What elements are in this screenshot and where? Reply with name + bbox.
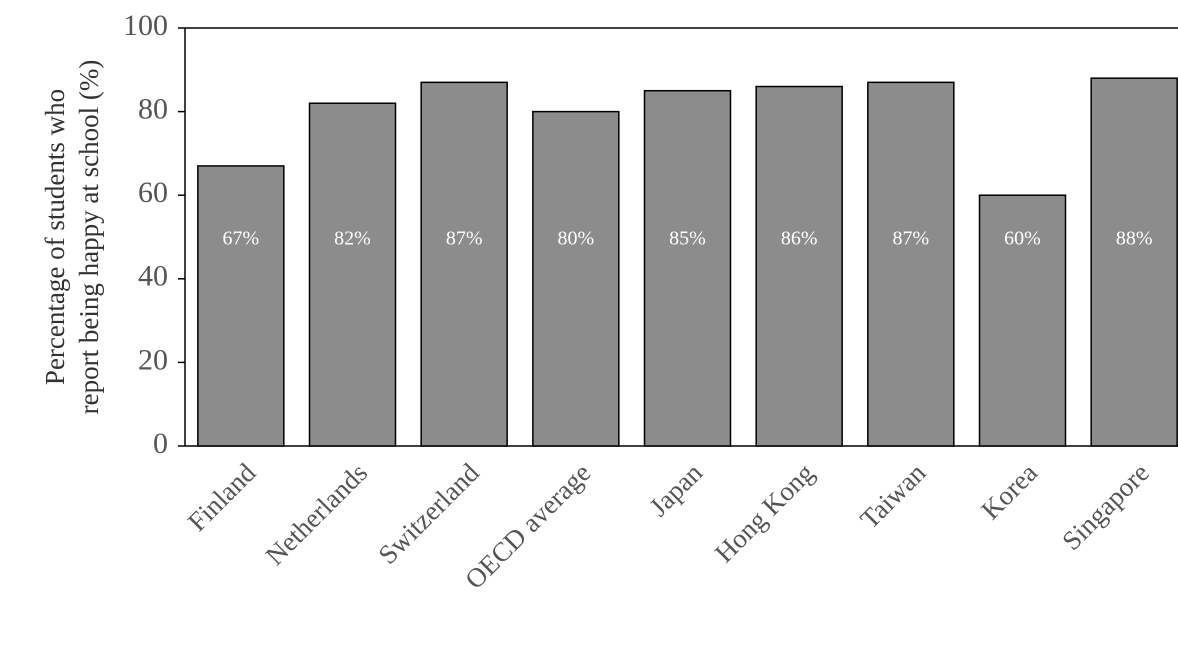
y-tick-label: 60 xyxy=(138,176,168,209)
bar xyxy=(420,81,508,447)
x-tick-label: Finland xyxy=(182,457,262,537)
bar xyxy=(308,102,397,447)
data-label: 88% xyxy=(1116,228,1153,250)
y-axis-title: Percentage of students who report being … xyxy=(40,60,104,415)
bar xyxy=(755,85,843,447)
data-label: 86% xyxy=(781,228,818,250)
y-tick-label: 100 xyxy=(123,9,168,42)
bar xyxy=(532,110,620,447)
x-tick-label: Japan xyxy=(643,457,708,522)
x-tick-label: Hong Kong xyxy=(709,457,820,568)
bar xyxy=(867,81,955,447)
data-label: 87% xyxy=(892,228,929,250)
data-label: 80% xyxy=(557,228,594,250)
bar xyxy=(643,89,732,447)
bar xyxy=(1090,77,1178,447)
y-tick-label: 0 xyxy=(153,427,168,460)
x-tick-label: Singapore xyxy=(1056,457,1155,556)
y-axis-title-line: report being happy at school (%) xyxy=(74,60,104,415)
data-label: 60% xyxy=(1004,228,1041,250)
y-tick-label: 40 xyxy=(138,260,168,293)
x-tick-label: Netherlands xyxy=(260,457,373,570)
bar xyxy=(197,165,285,447)
x-tick-label: Switzerland xyxy=(372,457,485,570)
y-tick-label: 80 xyxy=(138,92,168,125)
data-label: 67% xyxy=(222,228,259,250)
y-axis-title-line: Percentage of students who xyxy=(40,89,70,385)
data-label: 85% xyxy=(669,228,706,250)
data-label: 87% xyxy=(446,228,483,250)
data-label: 82% xyxy=(334,228,371,250)
x-tick-label: Korea xyxy=(975,457,1043,525)
bar xyxy=(978,194,1067,447)
y-tick-label: 20 xyxy=(138,343,168,376)
x-tick-label: Taiwan xyxy=(854,457,931,534)
